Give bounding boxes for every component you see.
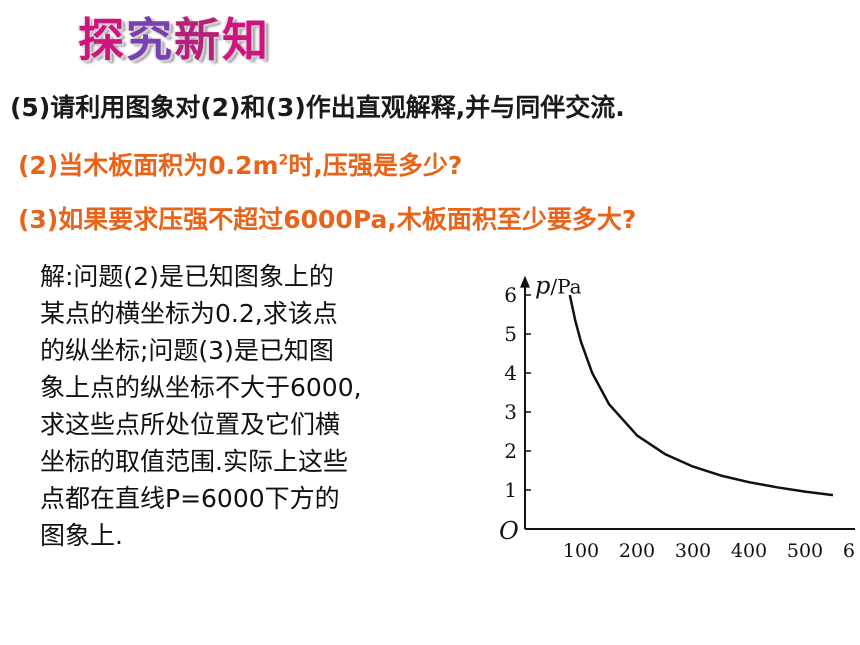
x-tick-label: 200 xyxy=(619,540,655,562)
x-tick-label: 600 xyxy=(843,540,855,562)
y-tick-label: 2 xyxy=(504,439,517,463)
origin-label: O xyxy=(499,517,519,545)
y-tick-label: 3 xyxy=(504,400,517,424)
question-2-before: (2)当木板面积为0.2m xyxy=(18,151,279,180)
answer-line: 图象上. xyxy=(40,521,123,550)
x-tick-label: 500 xyxy=(787,540,823,562)
answer-text: 解:问题(2)是已知图象上的 某点的横坐标为0.2,求该点 的纵坐标;问题(3)… xyxy=(40,258,470,554)
y-tick-label: 1 xyxy=(504,478,517,502)
question-5: (5)请利用图象对(2)和(3)作出直观解释,并与同伴交流. xyxy=(10,93,625,122)
question-3: (3)如果要求压强不超过6000Pa,木板面积至少要多大? xyxy=(18,205,637,234)
slide-title: 探究新知 xyxy=(78,4,270,67)
y-tick-label: 6 xyxy=(504,283,517,307)
y-tick-label: 4 xyxy=(504,361,517,385)
pressure-area-chart: 123456100200300400500600Op/PaS/m² xyxy=(499,272,855,562)
x-tick-label: 100 xyxy=(563,540,599,562)
y-tick-label: 5 xyxy=(504,322,517,346)
x-tick-label: 300 xyxy=(675,540,711,562)
answer-line: 坐标的取值范围.实际上这些 xyxy=(40,447,348,476)
title-char-4: 知 xyxy=(222,13,270,67)
series-line xyxy=(568,294,834,497)
answer-line: 求这些点所处位置及它们横 xyxy=(40,410,341,439)
answer-line: 的纵坐标;问题(3)是已知图 xyxy=(40,336,334,365)
answer-line: 点都在直线P=6000下方的 xyxy=(40,484,340,513)
answer-line: 解:问题(2)是已知图象上的 xyxy=(40,262,334,291)
question-2-after: 时,压强是多少? xyxy=(288,151,463,180)
title-char-1: 探 xyxy=(78,13,126,67)
x-tick-label: 400 xyxy=(731,540,767,562)
answer-line: 某点的横坐标为0.2,求该点 xyxy=(40,299,338,328)
y-axis-label: p/Pa xyxy=(535,272,582,300)
question-2: (2)当木板面积为0.2m2时,压强是多少? xyxy=(18,146,462,182)
title-char-3: 新 xyxy=(174,13,222,67)
answer-line: 象上点的纵坐标不大于6000, xyxy=(40,373,362,402)
y-axis-arrow xyxy=(520,275,530,288)
question-2-sup: 2 xyxy=(278,152,289,169)
title-char-2: 究 xyxy=(126,13,174,67)
